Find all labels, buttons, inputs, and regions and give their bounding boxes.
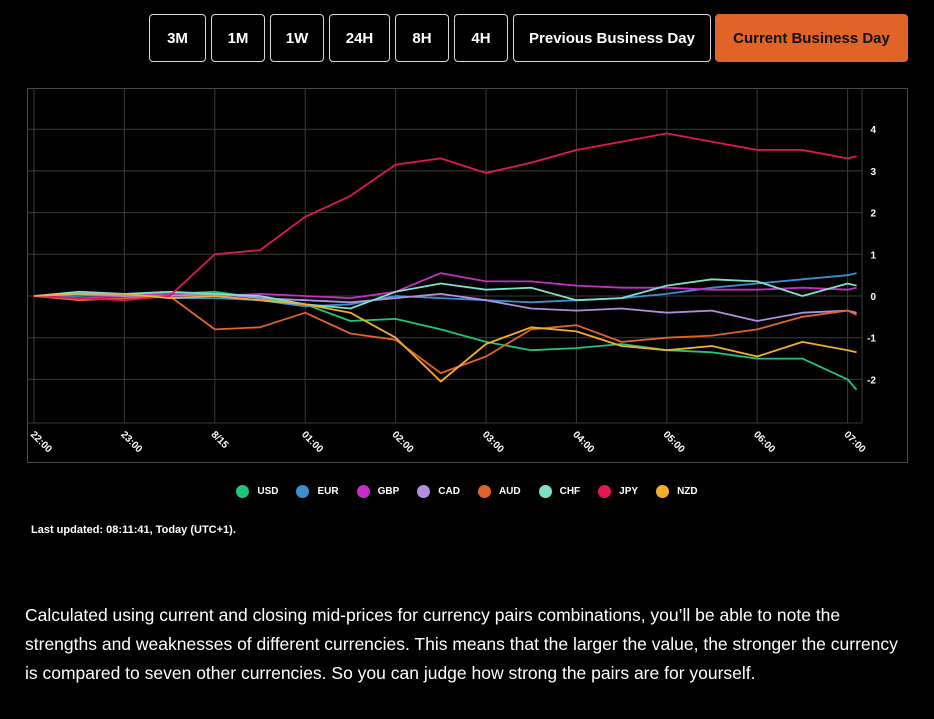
series-line-aud [33, 295, 857, 374]
series-line-chf [33, 278, 857, 310]
tab-24h[interactable]: 24H [329, 14, 390, 62]
x-tick-label: 05:00 [661, 429, 687, 455]
x-tick-label: 06:00 [751, 429, 777, 455]
tab-8h[interactable]: 8H [395, 14, 449, 62]
description-text: Calculated using current and closing mid… [25, 605, 898, 683]
chart-legend: USD EUR GBP CAD AUD CHF JPY NZD [0, 480, 934, 502]
legend-label: GBP [377, 485, 400, 497]
tab-1w[interactable]: 1W [270, 14, 324, 62]
legend-dot [598, 484, 612, 498]
legend-label: USD [257, 485, 279, 497]
legend-item-eur[interactable]: EUR [296, 484, 339, 498]
last-updated-text: Last updated: 08:11:41, Today (UTC+1). [31, 524, 236, 536]
legend-item-cad[interactable]: CAD [417, 484, 460, 498]
series-line-cad [33, 293, 857, 322]
series-line-usd [33, 290, 858, 391]
tab-1m[interactable]: 1M [211, 14, 265, 62]
tab-4h[interactable]: 4H [454, 14, 508, 62]
legend-dot [236, 484, 250, 498]
x-tick-label: 01:00 [299, 429, 325, 455]
y-tick-label: 3 [870, 167, 876, 178]
tab-previous-business-day[interactable]: Previous Business Day [513, 14, 711, 62]
x-tick-label: 07:00 [841, 429, 867, 455]
chart-border [27, 88, 908, 463]
legend-item-jpy[interactable]: JPY [598, 484, 639, 498]
legend-item-chf[interactable]: CHF [538, 484, 581, 498]
y-tick-label: 0 [870, 292, 876, 303]
x-tick-label: 03:00 [480, 429, 506, 455]
tab-current-business-day[interactable]: Current Business Day [715, 14, 908, 62]
legend-dot [296, 484, 310, 498]
series-line-gbp [33, 272, 857, 299]
x-tick-label: 04:00 [570, 429, 596, 455]
x-tick-label: 8/15 [209, 429, 231, 451]
x-tick-label: 02:00 [389, 429, 415, 455]
y-tick-label: -2 [867, 375, 876, 386]
legend-label: AUD [498, 485, 521, 497]
tab-3m[interactable]: 3M [149, 14, 206, 62]
y-tick-label: 1 [870, 250, 876, 261]
y-tick-label: 2 [870, 209, 876, 220]
legend-dot [417, 484, 431, 498]
y-tick-label: -1 [867, 334, 876, 345]
y-tick-label: 4 [870, 125, 876, 136]
legend-dot [656, 484, 670, 498]
legend-label: JPY [619, 485, 639, 497]
x-tick-label: 23:00 [118, 429, 144, 455]
legend-dot [356, 484, 370, 498]
legend-item-gbp[interactable]: GBP [356, 484, 400, 498]
legend-label: CHF [559, 485, 581, 497]
currency-strength-chart: 4 3 2 1 0 -1 -2 22:00 23:00 8/15 01:00 02:00 03:00 04… [27, 88, 908, 463]
legend-dot [538, 484, 552, 498]
legend-item-aud[interactable]: AUD [477, 484, 521, 498]
legend-label: CAD [438, 485, 460, 497]
x-tick-label: 22:00 [28, 429, 54, 455]
legend-dot [477, 484, 491, 498]
chart-svg: 4 3 2 1 0 -1 -2 22:00 23:00 8/15 01:00 02:00 03:00 04… [27, 88, 908, 463]
legend-label: EUR [317, 485, 339, 497]
series-line-nzd [33, 293, 857, 383]
legend-label: NZD [677, 485, 698, 497]
legend-item-nzd[interactable]: NZD [656, 484, 698, 498]
legend-item-usd[interactable]: USD [236, 484, 279, 498]
series-line-jpy [33, 132, 857, 302]
